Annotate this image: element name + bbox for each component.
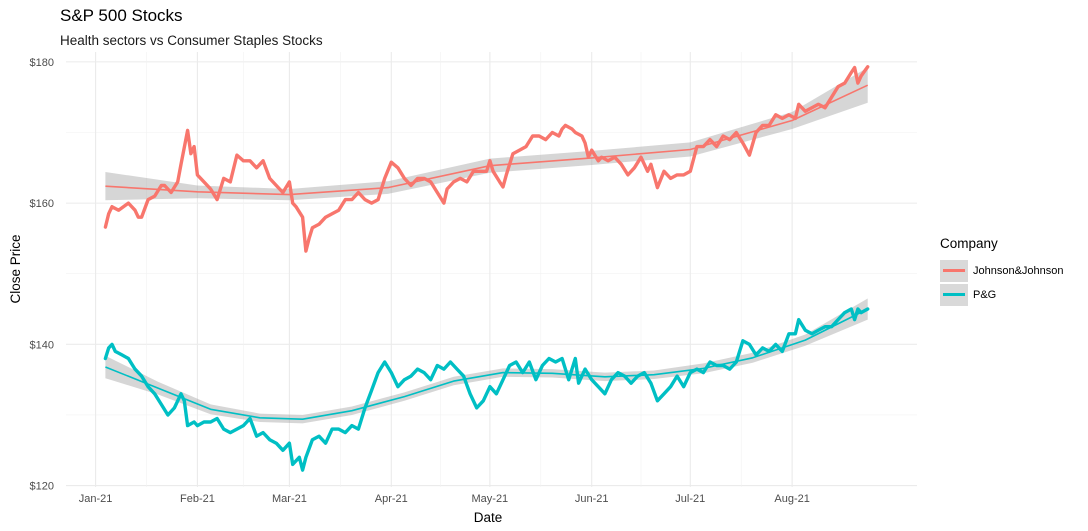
y-axis-title: Close Price <box>8 234 23 303</box>
x-axis-title: Date <box>474 510 503 525</box>
legend-item-pg: P&G <box>940 283 1064 307</box>
x-tick-label: Jun-21 <box>575 493 609 505</box>
legend-key-johnson-johnson <box>940 260 968 282</box>
x-tick-label: Jul-21 <box>675 493 705 505</box>
chart-subtitle: Health sectors vs Consumer Staples Stock… <box>60 33 323 48</box>
chart-title: S&P 500 Stocks <box>60 6 183 25</box>
smooth-line-p-g <box>105 308 869 421</box>
y-tick-labels: $120 $140 $160 $180 <box>30 57 54 493</box>
x-tick-label: Mar-21 <box>272 493 307 505</box>
smooth-line-johnson-johnson <box>105 84 869 196</box>
x-tick-label: Aug-21 <box>774 493 809 505</box>
confidence-band-p-g <box>105 298 868 424</box>
y-tick-label: $160 <box>30 198 54 210</box>
y-tick-label: $120 <box>30 481 54 493</box>
y-tick-label: $140 <box>30 339 54 351</box>
x-tick-label: Jan-21 <box>79 493 113 505</box>
x-tick-labels: Jan-21 Feb-21 Mar-21 Apr-21 May-21 Jun-21 Jul-… <box>79 493 810 505</box>
legend-label-pg: P&G <box>973 289 997 301</box>
y-tick-label: $180 <box>30 57 54 69</box>
legend: Company Johnson&Johnson P&G <box>940 236 1064 307</box>
legend-key-pg <box>940 284 968 306</box>
confidence-band-johnson-johnson <box>105 67 868 201</box>
x-tick-label: Feb-21 <box>180 493 215 505</box>
smooth-line-layer <box>105 84 869 421</box>
legend-item-johnson-johnson: Johnson&Johnson <box>940 259 1064 283</box>
x-tick-label: May-21 <box>472 493 509 505</box>
series-line-p-g <box>103 307 870 472</box>
legend-title: Company <box>940 236 998 251</box>
x-tick-label: Apr-21 <box>375 493 408 505</box>
legend-label-johnson-johnson: Johnson&Johnson <box>973 265 1064 277</box>
confidence-band-layer <box>105 67 868 424</box>
